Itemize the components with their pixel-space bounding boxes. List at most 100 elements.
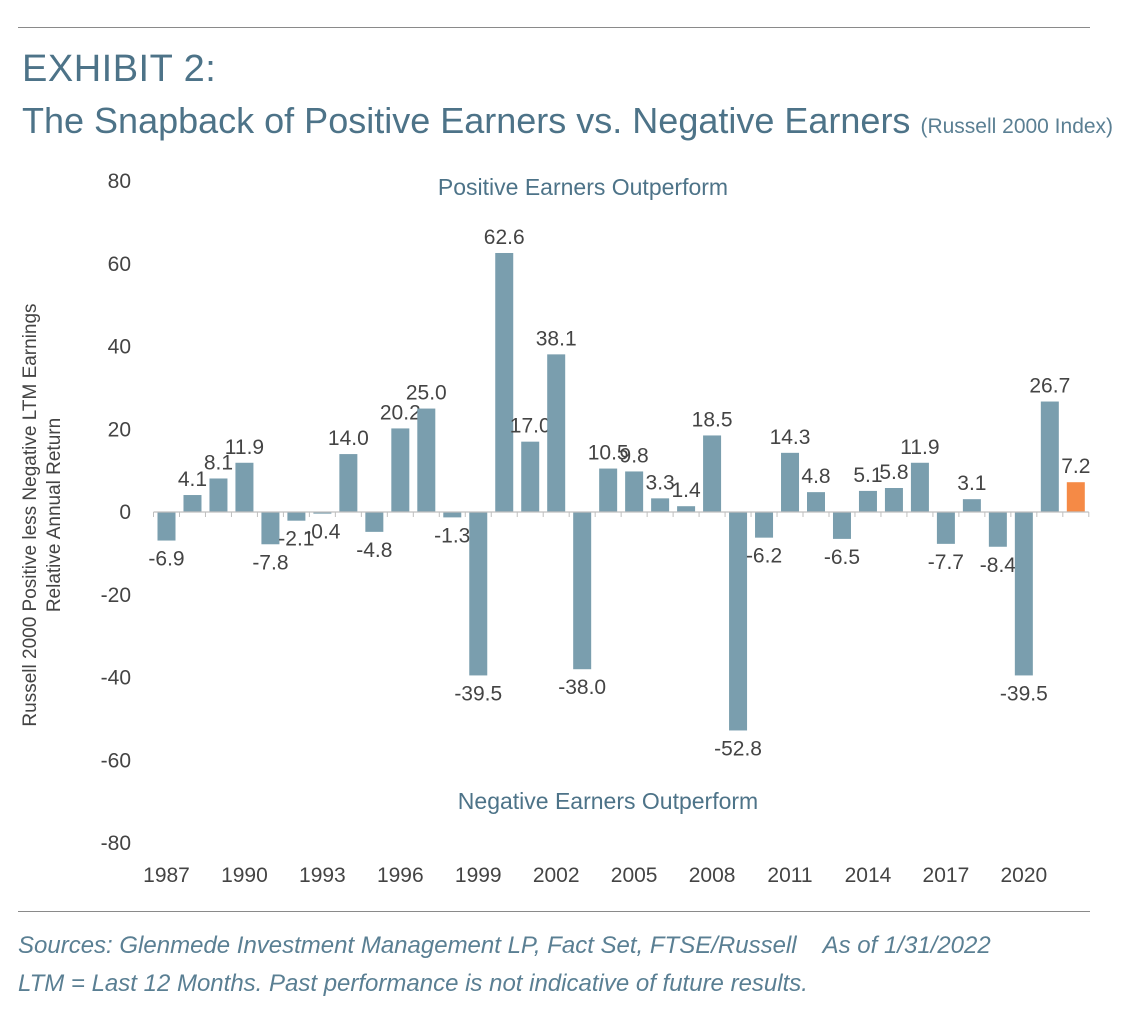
data-label-2007: 1.4 (671, 479, 701, 502)
data-label-2016: 11.9 (900, 436, 939, 459)
x-tick-label-2008: 2008 (689, 864, 736, 887)
data-label-2022: 7.2 (1061, 455, 1090, 478)
bar-chart: Russell 2000 Positive less Negative LTM … (20, 170, 1090, 887)
data-label-2019: -8.4 (980, 554, 1017, 577)
bar-2006 (651, 498, 670, 512)
x-tick-label-1996: 1996 (377, 864, 424, 887)
bar-2015 (884, 488, 903, 512)
x-tick-label-1993: 1993 (299, 864, 346, 887)
sources-note: Sources: Glenmede Investment Management … (18, 932, 991, 960)
data-label-2000: 62.6 (484, 226, 525, 249)
bar-2014 (858, 490, 877, 512)
bar-2000 (495, 252, 514, 512)
data-label-2005: 9.8 (620, 444, 649, 467)
x-tick-label-2017: 2017 (923, 864, 970, 887)
data-label-1987: -6.9 (148, 548, 184, 571)
data-label-1991: -7.8 (252, 551, 288, 574)
bar-1991 (261, 512, 280, 545)
y-tick-label: -80 (101, 832, 131, 855)
bar-2007 (677, 506, 696, 512)
chart-title-text: The Snapback of Positive Earners vs. Neg… (22, 100, 911, 141)
data-label-1998: -1.3 (434, 524, 470, 547)
data-label-2020: -39.5 (1000, 682, 1048, 705)
data-label-2015: 5.8 (879, 461, 908, 484)
data-label-2008: 18.5 (692, 408, 733, 431)
chart-subtitle: (Russell 2000 Index) (920, 115, 1114, 138)
x-tick-label-1990: 1990 (221, 864, 268, 887)
data-label-2014: 5.1 (853, 464, 882, 487)
y-tick-label: 20 (108, 418, 131, 441)
bar-1990 (235, 462, 254, 512)
bar-2022 (1066, 482, 1085, 512)
bar-2001 (521, 441, 540, 512)
bar-1999 (469, 512, 488, 676)
data-label-2003: -38.0 (558, 676, 606, 699)
data-label-1996: 20.2 (380, 401, 421, 424)
data-label-2002: 38.1 (536, 327, 577, 350)
bar-2021 (1040, 401, 1059, 512)
data-label-1997: 25.0 (406, 382, 447, 405)
bar-2003 (573, 512, 592, 670)
y-tick-label: 80 (108, 170, 131, 193)
bottom-rule (18, 911, 1090, 912)
data-label-1993: -0.4 (304, 521, 341, 544)
bar-2016 (910, 462, 929, 512)
bar-1995 (365, 512, 384, 532)
data-label-1989: 8.1 (204, 451, 233, 474)
data-label-2006: 3.3 (646, 471, 675, 494)
data-label-2013: -6.5 (824, 546, 860, 569)
bar-2017 (936, 512, 955, 544)
data-label-2012: 4.8 (801, 465, 830, 488)
x-tick-label-2014: 2014 (845, 864, 892, 887)
bar-2020 (1014, 512, 1033, 676)
y-tick-label: -60 (101, 749, 131, 772)
bar-2009 (729, 512, 748, 731)
bar-1993 (313, 512, 332, 514)
bar-2005 (625, 471, 644, 512)
x-tick-label-2020: 2020 (1000, 864, 1047, 887)
bar-2013 (832, 512, 851, 539)
annotation-negative: Negative Earners Outperform (458, 788, 758, 814)
data-label-2011: 14.3 (770, 426, 811, 449)
data-label-1992: -2.1 (278, 528, 314, 551)
y-tick-label: -40 (101, 667, 131, 690)
data-label-1999: -39.5 (454, 682, 502, 705)
bar-2012 (807, 492, 825, 512)
bar-1988 (183, 495, 202, 512)
ltm-note: LTM = Last 12 Months. Past performance i… (18, 970, 808, 997)
bar-1997 (417, 408, 436, 512)
bar-2002 (547, 354, 566, 512)
y-tick-label: -20 (101, 584, 131, 607)
sources-text: Sources: Glenmede Investment Management … (18, 932, 797, 959)
as-of-text: As of 1/31/2022 (822, 932, 991, 959)
data-label-1994: 14.0 (328, 427, 369, 450)
bar-2010 (755, 512, 774, 538)
data-label-1988: 4.1 (178, 468, 207, 491)
bar-1989 (209, 478, 228, 512)
data-label-2010: -6.2 (746, 545, 782, 568)
bar-2018 (962, 499, 981, 512)
data-label-1990: 11.9 (225, 436, 264, 459)
bar-1987 (157, 512, 176, 541)
bar-1998 (443, 512, 462, 518)
y-tick-label: 40 (108, 336, 131, 359)
exhibit-label: EXHIBIT 2: (22, 48, 217, 90)
y-axis-title-line2: Relative Annual Return (44, 418, 65, 612)
bar-2019 (988, 512, 1007, 547)
x-tick-label-1999: 1999 (455, 864, 502, 887)
data-label-2017: -7.7 (928, 551, 964, 574)
y-tick-label: 0 (119, 501, 131, 524)
data-label-2009: -52.8 (714, 737, 762, 760)
annotation-positive: Positive Earners Outperform (438, 174, 728, 200)
top-rule (18, 27, 1090, 28)
bar-2004 (599, 468, 618, 512)
y-tick-label: 60 (108, 253, 131, 276)
x-tick-label-2005: 2005 (611, 864, 658, 887)
bar-1992 (287, 512, 306, 521)
data-label-2001: 17.0 (510, 415, 551, 438)
y-axis-title-line1: Russell 2000 Positive less Negative LTM … (20, 303, 41, 726)
x-tick-label-2011: 2011 (767, 864, 812, 887)
bar-1996 (391, 428, 410, 512)
x-tick-label-2002: 2002 (533, 864, 580, 887)
data-label-1995: -4.8 (356, 539, 392, 562)
